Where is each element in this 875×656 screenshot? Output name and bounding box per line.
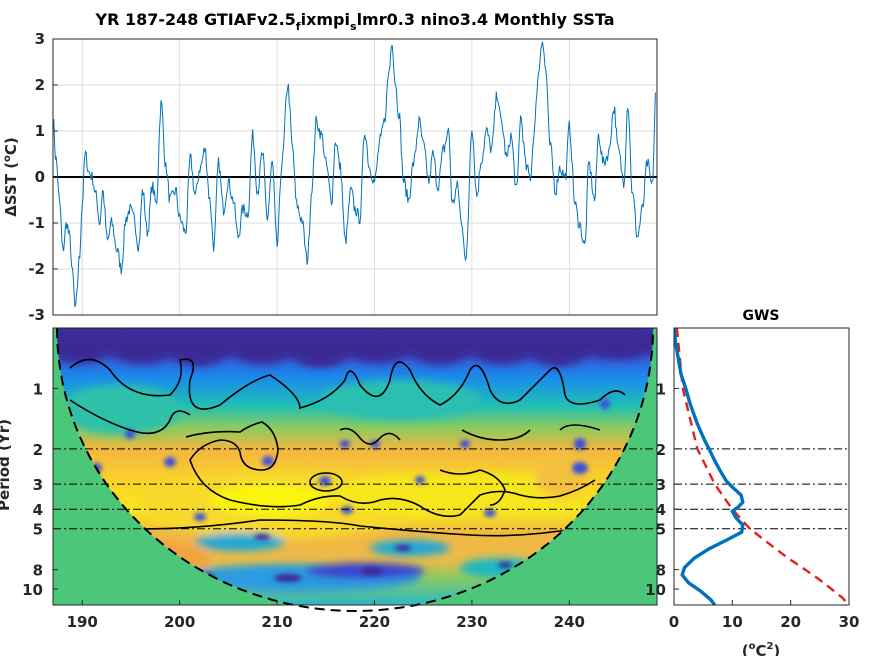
- timeseries-ytick-label: 1: [35, 122, 45, 140]
- gws-ytick-label: 2: [656, 441, 666, 459]
- gws-xticks: 0 10 20 30: [669, 600, 860, 631]
- gws-yticks: 1 2 3 4 5 810: [645, 380, 679, 599]
- gws-significance-curve: [675, 328, 849, 605]
- timeseries-line: [53, 41, 656, 308]
- timeseries-ytick-label: -2: [28, 260, 45, 278]
- wavelet-panel: 190 200 210 220 230 240 1 2 3 4 5 810 Period (Yr): [0, 327, 658, 631]
- gws-spectrum-curve: [674, 328, 745, 605]
- wavelet-ytick-label: 2: [33, 441, 43, 459]
- timeseries-panel: 3 2 1 0 -1 -2 -3 ΔSST (oC): [2, 30, 658, 324]
- timeseries-ytick-label: 2: [35, 76, 45, 94]
- cone-of-influence-line: [56, 327, 654, 613]
- wavelet-xticks: 190 200 210 220 230 240: [67, 600, 585, 631]
- wavelet-ylabel: Period (Yr): [0, 419, 13, 511]
- gws-ytick-label: 10: [645, 581, 666, 599]
- wavelet-ytick-label: 4: [33, 501, 43, 519]
- gws-title: GWS: [742, 308, 779, 324]
- wavelet-yticks: 1 2 3 4 5 810: [22, 380, 58, 599]
- wavelet-xtick-label: 230: [456, 613, 487, 631]
- gws-xtick-label: 30: [839, 613, 860, 631]
- wavelet-frame: [52, 327, 658, 606]
- gws-xlabel: (oC2): [742, 641, 781, 656]
- wavelet-xtick-label: 220: [359, 613, 390, 631]
- gws-ytick-label: 3: [656, 476, 666, 494]
- wavelet-xtick-label: 210: [261, 613, 292, 631]
- wavelet-xtick-label: 240: [554, 613, 585, 631]
- wavelet-reference-lines: [53, 448, 657, 530]
- significance-contours: [69, 358, 626, 541]
- gws-xtick-label: 20: [780, 613, 801, 631]
- wavelet-xtick-label: 190: [67, 613, 98, 631]
- timeseries-yticks: 3 2 1 0 -1 -2 -3: [28, 30, 58, 324]
- wavelet-ytick-label: 8: [33, 562, 43, 580]
- timeseries-ylabel: ΔSST (oC): [2, 137, 20, 217]
- gws-frame: [673, 327, 850, 606]
- figure-title: YR 187-248 GTIAFv2.5fixmpislmr0.3 nino3.…: [94, 10, 614, 33]
- wavelet-xtick-label: 200: [164, 613, 195, 631]
- gws-xtick-label: 10: [722, 613, 743, 631]
- wavelet-ytick-label: 10: [22, 581, 43, 599]
- gws-ytick-label: 8: [656, 562, 666, 580]
- gws-xtick-label: 0: [669, 613, 679, 631]
- timeseries-ytick-label: 3: [35, 30, 45, 48]
- timeseries-ytick-label: -3: [28, 306, 45, 324]
- wavelet-ytick-label: 3: [33, 476, 43, 494]
- timeseries-ytick-label: 0: [35, 168, 45, 186]
- wavelet-ytick-label: 1: [33, 380, 43, 398]
- gws-reference-lines: [674, 448, 849, 530]
- timeseries-ytick-label: -1: [28, 214, 45, 232]
- gws-ytick-label: 1: [656, 380, 666, 398]
- gws-ytick-label: 5: [656, 521, 666, 539]
- wavelet-ytick-label: 5: [33, 521, 43, 539]
- gws-ytick-label: 4: [656, 501, 666, 519]
